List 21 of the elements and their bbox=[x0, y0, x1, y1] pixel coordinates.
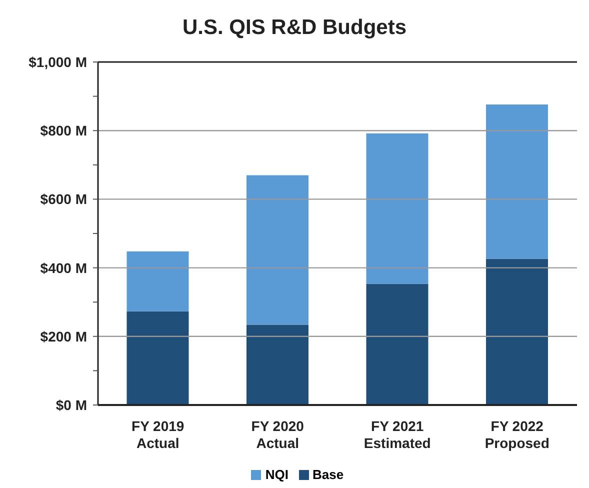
x-tick-label: FY 2019 Actual bbox=[132, 418, 184, 451]
x-tick-label: FY 2022 Proposed bbox=[484, 418, 550, 451]
bar bbox=[126, 251, 189, 312]
y-tick-label: $1,000 M bbox=[28, 54, 87, 70]
y-tick-label: $600 M bbox=[40, 191, 87, 208]
bar bbox=[246, 324, 308, 405]
x-tick-label: FY 2020 Actual bbox=[251, 418, 304, 451]
bar bbox=[366, 284, 428, 405]
y-tick-label: $200 M bbox=[40, 328, 87, 344]
bar bbox=[486, 258, 548, 405]
y-tick-label: $0 M bbox=[56, 397, 87, 413]
legend-label: NQI bbox=[264, 467, 289, 482]
y-tick-label: $400 M bbox=[40, 260, 87, 276]
legend-label: Base bbox=[312, 467, 344, 482]
bar bbox=[246, 175, 308, 325]
bar bbox=[366, 133, 428, 284]
x-tick-label: FY 2021 Estimated bbox=[364, 418, 431, 451]
y-tick-label: $800 M bbox=[40, 122, 87, 139]
bar bbox=[486, 104, 548, 259]
chart-title: U.S. QIS R&D Budgets bbox=[181, 15, 408, 41]
bar bbox=[126, 311, 189, 405]
